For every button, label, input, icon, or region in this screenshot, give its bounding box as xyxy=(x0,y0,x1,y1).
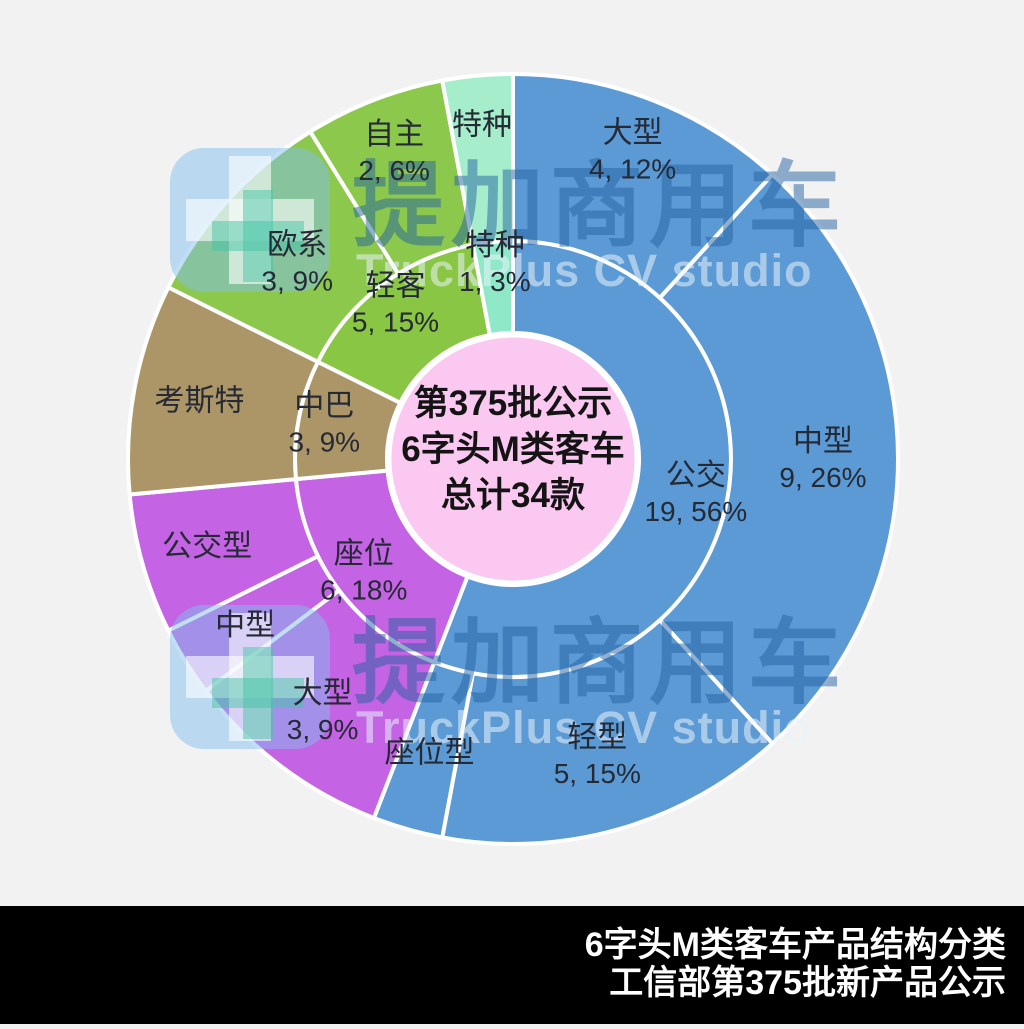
truckplus-logo xyxy=(170,605,330,749)
label-inner-中巴: 中巴 3, 9% xyxy=(288,390,360,458)
center-disc xyxy=(386,332,640,586)
label-inner-公交: 公交 19, 56% xyxy=(644,459,747,527)
watermark-text-cn: 提加商用车 xyxy=(352,154,847,258)
label-outer-座位型: 座位型 xyxy=(385,736,475,769)
label-outer-大型: 大型 3, 9% xyxy=(287,677,359,745)
label-outer-中型: 中型 9, 26% xyxy=(779,425,866,493)
label-outer-中型: 中型 xyxy=(215,609,275,642)
label-outer-大型: 大型 4, 12% xyxy=(589,116,676,184)
segment-outer-特种 xyxy=(440,72,515,247)
label-outer-自主: 自主 2, 6% xyxy=(358,118,430,186)
label-inner-轻客: 轻客 5, 15% xyxy=(352,269,439,337)
watermark-bottom: 提加商用车 TruckPlus CV studio xyxy=(170,605,847,753)
footer-bar: 6字头M类客车产品结构分类 工信部第375批新产品公示 xyxy=(0,906,1024,1024)
watermark-text-en: TruckPlus CV studio xyxy=(356,702,813,753)
watermark-text-cn: 提加商用车 xyxy=(352,611,847,715)
label-outer-考斯特: 考斯特 xyxy=(154,384,244,417)
footer-subtitle: 工信部第375批新产品公示 xyxy=(609,964,1006,1002)
label-inner-座位: 座位 6, 18% xyxy=(320,538,407,606)
segment-labels: 公交 19, 56% 座位 6, 18% 中巴 3, 9% 轻客 5, 15% 特种 1, 3% 大… xyxy=(154,108,866,789)
footer-title: 6字头M类客车产品结构分类 xyxy=(584,926,1006,964)
truckplus-logo xyxy=(170,148,330,292)
label-outer-欧系: 欧系 3, 9% xyxy=(261,228,333,296)
label-outer-公交型: 公交型 xyxy=(162,530,252,563)
label-outer-轻型: 轻型 5, 15% xyxy=(554,721,641,789)
watermark-top: 提加商用车 TruckPlus CV studio xyxy=(170,148,847,296)
watermark-text-en: TruckPlus CV studio xyxy=(356,245,813,296)
label-inner-特种: 特种 1, 3% xyxy=(459,229,531,297)
center-circle: 第375批公示 6字头M类客车总计34款 xyxy=(386,332,640,586)
segment-outer-中型 xyxy=(657,172,900,746)
segment-outer-轻型 xyxy=(440,618,775,846)
label-outer-特种: 特种 xyxy=(452,108,512,141)
center-title: 第375批公示 6字头M类客车总计34款 xyxy=(401,384,625,515)
